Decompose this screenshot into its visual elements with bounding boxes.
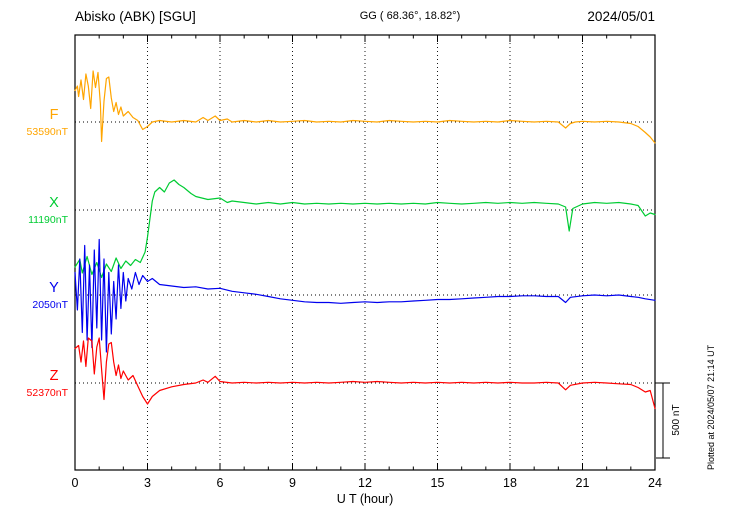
- x-tick-label: 3: [144, 476, 151, 490]
- baseline-value-F: 53590nT: [27, 126, 69, 138]
- baseline-value-X: 11190nT: [28, 214, 68, 226]
- geographic-coords: GG ( 68.36°, 18.82°): [360, 10, 461, 22]
- scale-bar-label: 500 nT: [671, 404, 682, 435]
- component-label-Z: Z: [50, 368, 59, 384]
- traces-layer: [74, 70, 656, 410]
- plotted-at-note: Plotted at 2024/05/07 21:14 UT: [706, 344, 716, 470]
- component-label-Y: Y: [49, 280, 59, 296]
- x-tick-label: 15: [431, 476, 445, 490]
- x-tick-label: 6: [217, 476, 224, 490]
- x-tick-label: 24: [648, 476, 662, 490]
- x-tick-label: 0: [72, 476, 79, 490]
- trace-Y: [74, 238, 656, 353]
- x-tick-label: 12: [358, 476, 372, 490]
- baseline-value-Y: 2050nT: [32, 299, 68, 311]
- grid-layer: [75, 35, 655, 470]
- x-tick-label: 21: [576, 476, 590, 490]
- x-tick-label: 9: [289, 476, 296, 490]
- x-axis-label: U T (hour): [337, 492, 394, 506]
- ticks-layer: 0 3 6 9 12 15 18 21 24: [72, 35, 662, 490]
- trace-Z: [74, 337, 656, 410]
- trace-X: [74, 179, 656, 279]
- date-label: 2024/05/01: [587, 9, 655, 24]
- component-label-F: F: [50, 107, 59, 123]
- plot-area: [74, 34, 656, 471]
- series-labels-layer: F 53590nT X 11190nT Y 2050nT Z 52370nT: [27, 107, 69, 399]
- baseline-value-Z: 52370nT: [27, 387, 69, 399]
- component-label-X: X: [49, 195, 59, 211]
- scale-bar: 500 nT: [655, 382, 682, 459]
- trace-F: [74, 70, 656, 144]
- station-title: Abisko (ABK) [SGU]: [75, 9, 196, 24]
- x-tick-label: 18: [503, 476, 517, 490]
